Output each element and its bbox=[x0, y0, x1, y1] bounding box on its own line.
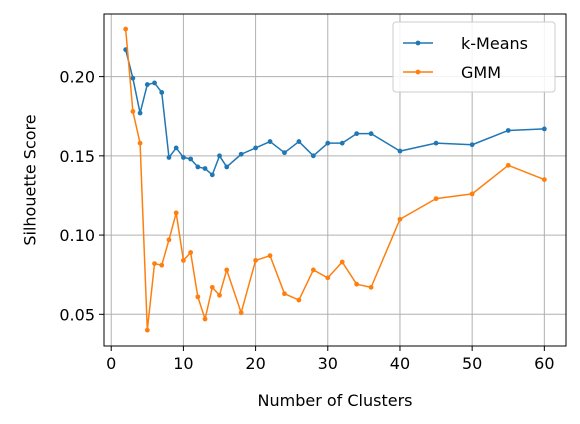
data-point-gmm bbox=[166, 237, 172, 243]
y-tick-label: 0.05 bbox=[59, 305, 95, 324]
data-point-gmm bbox=[339, 259, 345, 265]
data-point-k-means bbox=[397, 148, 403, 154]
data-point-k-means bbox=[173, 145, 179, 151]
legend-label-gmm: GMM bbox=[461, 63, 501, 82]
data-point-gmm bbox=[433, 196, 439, 202]
data-point-gmm bbox=[173, 210, 179, 216]
data-point-k-means bbox=[130, 75, 136, 81]
data-point-gmm bbox=[253, 258, 258, 263]
legend-box bbox=[392, 21, 556, 93]
data-point-k-means bbox=[238, 151, 244, 157]
data-point-gmm bbox=[159, 262, 165, 268]
y-axis-label: Silhouette Score bbox=[21, 114, 40, 245]
data-point-gmm bbox=[296, 297, 302, 303]
data-point-gmm bbox=[188, 250, 194, 255]
data-point-k-means bbox=[166, 155, 172, 160]
data-point-gmm bbox=[130, 109, 136, 114]
data-point-gmm bbox=[267, 253, 273, 259]
data-point-k-means bbox=[368, 131, 374, 137]
x-tick-label: 10 bbox=[173, 354, 193, 373]
data-point-gmm bbox=[238, 310, 244, 316]
data-point-k-means bbox=[195, 164, 201, 170]
data-point-k-means bbox=[137, 110, 143, 116]
data-point-k-means bbox=[325, 140, 331, 146]
data-point-k-means bbox=[253, 145, 258, 151]
data-point-gmm bbox=[209, 284, 215, 290]
data-point-k-means bbox=[159, 90, 165, 95]
data-point-k-means bbox=[209, 172, 215, 178]
x-tick-label: 40 bbox=[390, 354, 410, 373]
data-point-gmm bbox=[144, 327, 150, 333]
data-point-k-means bbox=[181, 155, 186, 160]
data-point-gmm bbox=[217, 292, 222, 298]
data-point-k-means bbox=[267, 139, 273, 144]
data-point-k-means bbox=[505, 128, 511, 133]
x-tick-label: 20 bbox=[245, 354, 265, 373]
data-point-gmm bbox=[354, 281, 360, 287]
data-point-gmm bbox=[195, 294, 201, 300]
data-point-gmm bbox=[368, 284, 374, 290]
y-tick-label: 0.15 bbox=[59, 147, 95, 166]
series-layer bbox=[123, 26, 547, 333]
data-point-gmm bbox=[505, 162, 511, 168]
data-point-gmm bbox=[123, 26, 129, 32]
data-point-k-means bbox=[188, 156, 194, 162]
y-tick-label: 0.10 bbox=[59, 226, 95, 245]
data-point-k-means bbox=[433, 140, 439, 146]
data-point-gmm bbox=[310, 267, 316, 273]
data-point-gmm bbox=[152, 261, 157, 266]
legend: k-Means GMM bbox=[392, 21, 556, 93]
data-point-k-means bbox=[310, 153, 316, 159]
x-tick-label: 30 bbox=[318, 354, 338, 373]
data-point-gmm bbox=[181, 258, 186, 263]
data-point-gmm bbox=[282, 291, 287, 297]
axis-ticks: 0 10 20 30 40 50 60 0.05 0.10 0.15 0.20 bbox=[59, 68, 554, 373]
data-point-k-means bbox=[339, 140, 345, 146]
data-point-gmm bbox=[541, 177, 547, 183]
data-point-k-means bbox=[541, 126, 547, 132]
data-point-k-means bbox=[144, 82, 150, 87]
data-point-gmm bbox=[397, 216, 403, 222]
data-point-k-means bbox=[282, 150, 287, 156]
data-point-gmm bbox=[202, 316, 208, 322]
data-point-gmm bbox=[325, 275, 331, 281]
data-point-k-means bbox=[152, 80, 157, 86]
legend-marker-k-means bbox=[415, 40, 421, 46]
x-tick-label: 60 bbox=[534, 354, 554, 373]
legend-marker-gmm bbox=[415, 69, 421, 75]
data-point-gmm bbox=[469, 191, 475, 197]
legend-label-k-means: k-Means bbox=[461, 34, 528, 53]
data-point-gmm bbox=[137, 140, 143, 146]
data-point-k-means bbox=[217, 153, 222, 159]
data-point-k-means bbox=[469, 142, 475, 148]
data-point-k-means bbox=[296, 139, 302, 144]
x-tick-label: 0 bbox=[106, 354, 116, 373]
x-axis-label: Number of Clusters bbox=[258, 391, 413, 410]
y-tick-label: 0.20 bbox=[59, 68, 95, 87]
plot-frame bbox=[103, 13, 567, 347]
data-point-k-means bbox=[354, 131, 360, 137]
data-point-gmm bbox=[224, 267, 230, 273]
x-tick-label: 50 bbox=[462, 354, 482, 373]
data-point-k-means bbox=[202, 166, 208, 171]
data-point-k-means bbox=[224, 164, 230, 170]
